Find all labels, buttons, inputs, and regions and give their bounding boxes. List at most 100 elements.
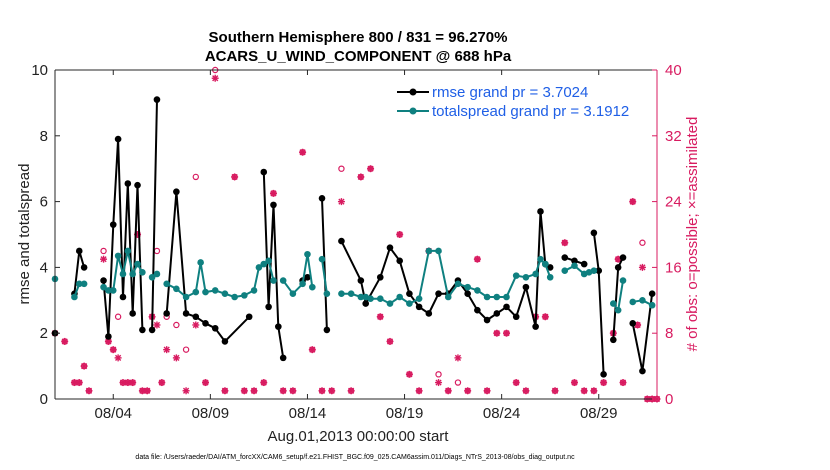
- chart-subtitle: ACARS_U_WIND_COMPONENT @ 688 hPa: [205, 48, 512, 65]
- rmse-point: [590, 229, 598, 237]
- totalspread-point: [211, 287, 219, 294]
- totalspread-point: [100, 283, 107, 291]
- obs-assimilated-point: [318, 387, 326, 395]
- totalspread-point: [561, 267, 569, 274]
- obs-assimilated-point: [396, 231, 404, 238]
- obs-assimilated-point: [158, 379, 166, 387]
- totalspread-point: [250, 287, 258, 294]
- obs-assimilated-point: [444, 387, 452, 395]
- rmse-point: [639, 367, 646, 375]
- totalspread-point: [464, 283, 471, 291]
- totalspread-point: [571, 262, 578, 270]
- totalspread-point: [367, 295, 374, 302]
- rmse-point: [546, 264, 554, 271]
- obs-assimilated-point: [386, 337, 394, 345]
- rmse-point: [109, 221, 117, 228]
- totalspread-point: [129, 270, 136, 278]
- obs-assimilated-point: [299, 148, 307, 156]
- totalspread-point: [153, 270, 161, 278]
- rmse-point: [483, 316, 491, 324]
- obs-assimilated-point: [600, 379, 608, 387]
- obs-assimilated-point: [503, 329, 510, 337]
- totalspread-point: [512, 272, 520, 279]
- rmse-point: [474, 306, 481, 314]
- obs-assimilated-point: [590, 387, 598, 395]
- obs-assimilated-point: [211, 74, 219, 82]
- obs-count-layer: [51, 66, 661, 403]
- rmse-point: [595, 267, 603, 274]
- rmse-point: [129, 310, 136, 317]
- rmse-point: [279, 354, 287, 362]
- obs-assimilated-point: [541, 313, 549, 321]
- chart-title: Southern Hemisphere 800 / 831 = 96.270%: [209, 29, 508, 46]
- obs-assimilated-point: [221, 387, 229, 395]
- obs-possible-point: [182, 346, 190, 353]
- series-layer: [51, 96, 656, 378]
- rmse-point: [148, 326, 156, 334]
- totalspread-point: [639, 297, 646, 304]
- obs-assimilated-point: [269, 189, 277, 197]
- rmse-point: [580, 260, 588, 268]
- totalspread-point: [546, 273, 554, 281]
- totalspread-point: [542, 260, 549, 268]
- totalspread-point: [610, 300, 617, 307]
- legend-spread-label: totalspread grand pr = 3.1912: [432, 103, 629, 120]
- obs-possible-point: [192, 173, 199, 181]
- obs-assimilated-point: [570, 379, 578, 387]
- obs-assimilated-point: [231, 173, 239, 181]
- obs-assimilated-point: [551, 387, 559, 395]
- rmse-point: [338, 237, 345, 245]
- plot-area: [55, 70, 657, 399]
- obs-assimilated-point: [376, 313, 384, 321]
- rmse-point: [105, 333, 112, 340]
- totalspread-point: [522, 273, 530, 281]
- totalspread-point: [614, 306, 622, 314]
- totalspread-point: [444, 293, 452, 301]
- obs-assimilated-point: [415, 387, 423, 395]
- rmse-point: [435, 290, 442, 298]
- totalspread-point: [503, 293, 510, 301]
- rmse-point: [619, 254, 627, 261]
- totalspread-point: [134, 260, 141, 268]
- y-tick-label: 2: [40, 325, 48, 342]
- totalspread-point: [182, 293, 190, 301]
- obs-assimilated-point: [80, 362, 88, 370]
- totalspread-point: [309, 283, 316, 291]
- rmse-point: [610, 336, 617, 344]
- totalspread-point: [163, 280, 170, 288]
- totalspread-point: [299, 280, 306, 288]
- rmse-point: [415, 303, 423, 311]
- rmse-point: [265, 303, 272, 311]
- rmse-point: [318, 195, 326, 202]
- rmse-point: [192, 313, 200, 321]
- totalspread-point: [197, 259, 204, 266]
- obs-assimilated-point: [153, 321, 161, 329]
- rmse-point: [163, 310, 170, 317]
- totalspread-point: [265, 257, 272, 265]
- totalspread-point: [109, 287, 117, 294]
- totalspread-point: [435, 247, 442, 255]
- obs-assimilated-point: [289, 387, 297, 395]
- rmse-point: [114, 135, 122, 143]
- rmse-point: [406, 290, 413, 298]
- y-tick-label: 8: [40, 128, 48, 145]
- totalspread-point: [338, 290, 345, 298]
- obs-assimilated-point: [129, 379, 137, 387]
- y-tick-label: 4: [40, 259, 48, 276]
- obs-assimilated-point: [109, 346, 117, 354]
- obs-possible-point: [454, 379, 462, 386]
- x-tick-label: 08/24: [483, 405, 521, 422]
- rmse-point: [211, 324, 219, 332]
- totalspread-point: [590, 267, 598, 274]
- obs-assimilated-point: [100, 255, 108, 263]
- totalspread-point: [260, 260, 268, 268]
- obs-possible-point: [435, 371, 442, 378]
- x-tick-label: 08/19: [386, 405, 424, 422]
- rmse-point: [221, 338, 229, 345]
- obs-assimilated-point: [367, 165, 375, 173]
- totalspread-point: [279, 277, 287, 284]
- obs-assimilated-point: [347, 387, 355, 395]
- totalspread-point: [119, 270, 127, 278]
- legend-rmse-marker: [409, 88, 417, 96]
- obs-assimilated-point: [328, 387, 336, 395]
